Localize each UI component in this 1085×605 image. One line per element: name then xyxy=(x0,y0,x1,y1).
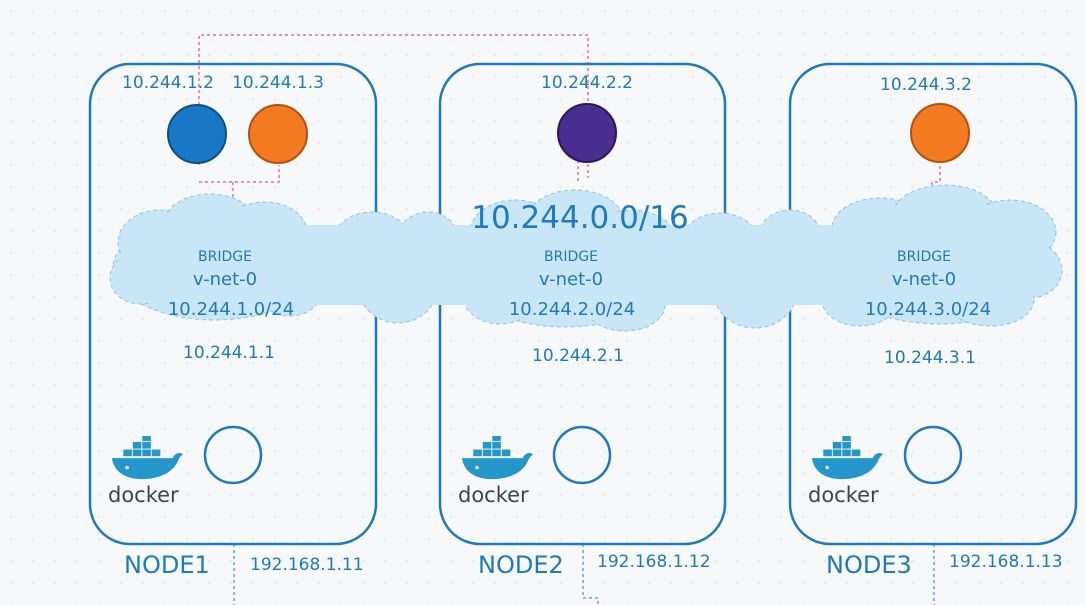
node1-bridge-subnet: 10.244.1.0/24 xyxy=(168,299,294,320)
node1-pod2-ip: 10.244.1.3 xyxy=(232,73,324,93)
node3-interface-circle-icon[interactable] xyxy=(903,425,963,485)
node2-interface-circle-icon[interactable] xyxy=(552,425,612,485)
node2: 10.244.2.2 BRIDGE v-net-0 10.244.2.0/24 … xyxy=(458,73,711,605)
node3-ip: 192.168.1.13 xyxy=(949,552,1063,572)
node2-bridge-name: v-net-0 xyxy=(539,269,603,290)
node1-interface-circle-icon[interactable] xyxy=(203,425,263,485)
node2-bridge-type: BRIDGE xyxy=(544,249,598,265)
node1-bridge-gateway: 10.244.1.1 xyxy=(183,343,275,363)
node1-bridge-name: v-net-0 xyxy=(193,269,257,290)
node3-label: NODE3 xyxy=(826,551,912,579)
node1-pod2-circle-icon[interactable] xyxy=(248,104,308,164)
node3-bridge-gateway: 10.244.3.1 xyxy=(884,348,976,368)
network-cloud xyxy=(109,184,1063,332)
node1-docker-label: docker xyxy=(108,483,179,507)
node2-bridge-subnet: 10.244.2.0/24 xyxy=(509,299,635,320)
node1-pod1-ip: 10.244.1.2 xyxy=(122,73,214,93)
node1-docker-whale-icon xyxy=(111,436,184,480)
node3-pod1-ip: 10.244.3.2 xyxy=(880,75,972,95)
node3-docker-label: docker xyxy=(808,483,879,507)
network-cidr: 10.244.0.0/16 xyxy=(471,200,689,236)
node1-label: NODE1 xyxy=(124,551,210,579)
node2-pod1-ip: 10.244.2.2 xyxy=(541,73,633,93)
node1-pod1-circle-icon[interactable] xyxy=(167,104,227,164)
node3-bridge-subnet: 10.244.3.0/24 xyxy=(865,299,991,320)
node1-pods-link xyxy=(199,165,280,183)
node1: 10.244.1.2 10.244.1.3 BRIDGE v-net-0 10.… xyxy=(108,73,364,605)
node3-pod1-circle-icon[interactable] xyxy=(910,103,970,163)
node1-ip: 192.168.1.11 xyxy=(250,555,364,575)
node3-bridge-type: BRIDGE xyxy=(897,249,951,265)
node3: 10.244.3.2 BRIDGE v-net-0 10.244.3.0/24 … xyxy=(808,75,1063,605)
node3-bridge-name: v-net-0 xyxy=(892,269,956,290)
node2-pod1-circle-icon[interactable] xyxy=(557,103,617,163)
node2-ip: 192.168.1.12 xyxy=(597,552,711,572)
node3-docker-whale-icon xyxy=(811,436,884,480)
node2-label: NODE2 xyxy=(478,551,564,579)
node2-docker-label: docker xyxy=(458,483,529,507)
node1-bridge-type: BRIDGE xyxy=(198,249,252,265)
node2-docker-whale-icon xyxy=(461,436,534,480)
node1-node2-pod-link xyxy=(198,34,589,178)
node2-bridge-gateway: 10.244.2.1 xyxy=(532,346,624,366)
